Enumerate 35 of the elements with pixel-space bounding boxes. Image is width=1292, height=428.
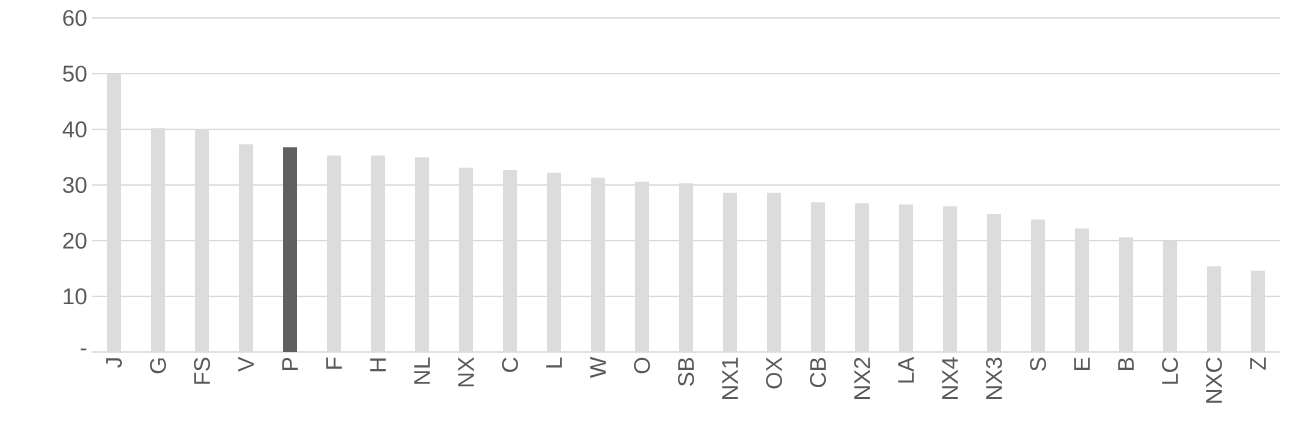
- x-tick-label: OX: [765, 357, 783, 389]
- x-tick-label: O: [633, 357, 651, 374]
- x-tick-label: F: [326, 357, 342, 369]
- y-tick-label: 20: [63, 232, 87, 249]
- x-tick-label: L: [546, 357, 562, 368]
- bar: [283, 147, 298, 352]
- x-tick-label: NX3: [985, 357, 1003, 399]
- x-tick-label: J: [106, 358, 122, 368]
- y-tick-label: 50: [63, 65, 87, 82]
- x-tick-label: NXC: [1205, 357, 1223, 403]
- x-tick-label: FS: [193, 357, 211, 384]
- x-tick-label: NX2: [854, 357, 870, 399]
- x-tick-label: G: [149, 358, 167, 374]
- x-tick-label: Z: [1250, 357, 1266, 370]
- x-tick-label: S: [1029, 357, 1047, 371]
- y-tick-label: -: [80, 348, 87, 351]
- y-tick-label: 60: [63, 9, 87, 27]
- x-tick-label: W: [590, 356, 606, 378]
- x-tick-label: B: [1118, 357, 1134, 370]
- x-tick-label: E: [1074, 357, 1090, 370]
- x-tick-label: LA: [898, 356, 914, 383]
- x-tick-label: LC: [1161, 357, 1179, 384]
- x-tick-label: NX1: [722, 357, 738, 399]
- x-tick-label: P: [282, 357, 298, 370]
- x-tick-label: NX4: [942, 357, 958, 399]
- x-tick-label: CB: [809, 357, 827, 388]
- x-tick-label: NX: [458, 357, 474, 387]
- x-tick-label: C: [501, 357, 519, 372]
- x-tick-label: SB: [677, 357, 695, 386]
- x-tick-label: H: [370, 358, 386, 372]
- x-tick-label: V: [238, 356, 254, 372]
- y-tick-label: 40: [62, 121, 87, 138]
- x-tick-label: NL: [414, 357, 430, 384]
- y-tick-label: 30: [62, 176, 87, 194]
- y-tick-label: 10: [63, 288, 87, 305]
